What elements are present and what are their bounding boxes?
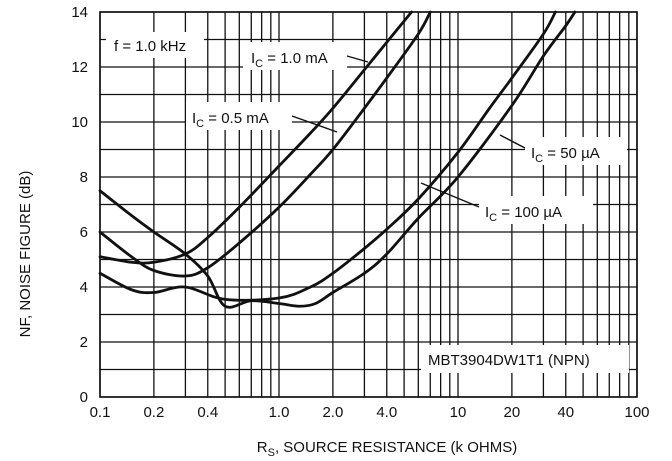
x-tick-label: 40 [557,404,574,421]
y-tick-label: 12 [71,59,88,76]
x-tick-label: 1.0 [269,404,290,421]
x-tick-label: 10 [450,404,467,421]
x-tick-label: 0.2 [143,404,164,421]
series-ic-0-5ma-label: IC = 0.5 mA [192,110,269,130]
series-ic-0-5ma-line [98,10,432,278]
series-ic-100ua-label-bg [479,196,593,224]
series-ic-50ua-label-bg [525,137,627,165]
series-ic-100ua-line [98,10,557,302]
series-ic-1-0ma-line [98,10,413,265]
part-number-annotation: MBT3904DW1T1 (NPN) [428,352,590,369]
x-tick-label: 100 [624,404,649,421]
series-ic-100ua-label: IC = 100 µA [485,204,562,224]
series-ic-0-5ma-label-bg [186,102,292,130]
frequency-annotation: f = 1.0 kHz [114,38,186,55]
series-ic-1-0ma-leader [346,55,369,63]
plot-frame [99,11,638,398]
series-ic-100ua-leader [420,182,480,208]
series-lines [98,10,577,309]
y-tick-label: 4 [80,279,88,296]
y-tick-label: 14 [71,4,88,21]
series-ic-50ua-leader [499,134,526,149]
series-ic-50ua-label: IC = 50 µA [531,145,600,165]
x-tick-label: 4.0 [376,404,397,421]
x-tick-label: 0.4 [197,404,218,421]
tick-labels: 0.1 0.2 0.4 1.0 2.0 4.0 10 20 40 100 0 2 4 6 8 10 12 14 [71,4,649,421]
series-ic-1-0ma-label-bg [243,42,347,70]
y-tick-label: 10 [71,114,88,131]
y-tick-label: 8 [80,169,88,186]
y-tick-label: 2 [80,334,88,351]
x-tick-label: 0.1 [90,404,111,421]
x-tick-label: 2.0 [322,404,343,421]
x-tick-label: 20 [504,404,521,421]
frequency-annotation-bg [106,32,204,58]
series-ic-50ua-line [98,10,577,309]
x-axis-label: RS, SOURCE RESISTANCE (k OHMS) [257,439,517,459]
series-ic-0-5ma-leader [291,115,338,133]
part-number-annotation-bg [421,345,629,373]
y-tick-label: 6 [80,224,88,241]
series-ic-1-0ma-label: IC = 1.0 mA [251,50,328,70]
annotations: IC = 1.0 mA IC = 0.5 mA IC = 100 µA IC = 50… [106,32,629,373]
y-tick-label: 0 [80,389,88,406]
y-axis-label: NF, NOISE FIGURE (dB) [17,171,34,338]
